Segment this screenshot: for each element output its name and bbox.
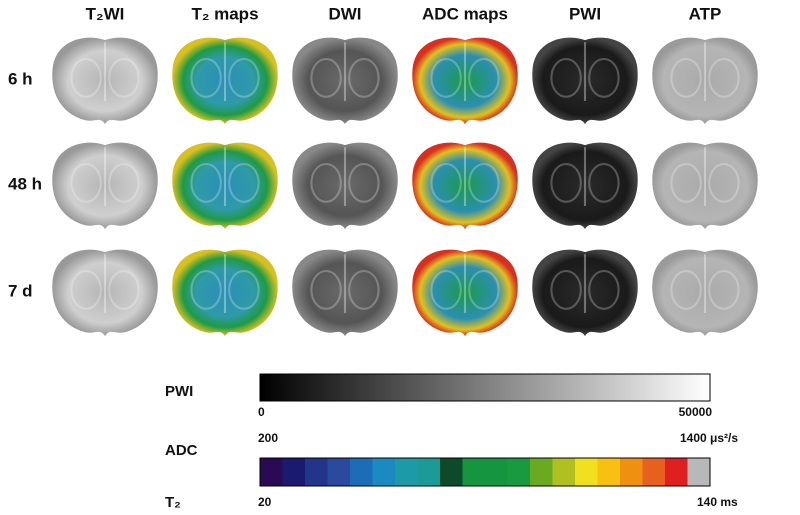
brain-image [172,142,278,230]
brain-ventricle [310,269,342,310]
column-header: ATP [689,4,722,23]
brain-ventricle [468,162,500,203]
brain-image [292,249,398,337]
colorbar-label: T₂ [165,494,181,511]
brain-ventricle [310,162,342,203]
brain-image [652,249,758,337]
colorbar-max: 140 ms [697,495,738,509]
colorbar-segment [417,458,441,486]
colorbar-min: 20 [258,495,272,509]
brain-image [652,142,758,230]
colorbar-segment [462,458,486,486]
brain-image [52,249,158,337]
brain-ventricle [70,57,102,98]
colorbar-segment [665,458,688,486]
colorbar-max: 50000 [679,405,713,419]
column-header: DWI [328,4,361,23]
brain-ventricle [108,57,140,98]
colorbar-segment [327,458,351,486]
brain-ventricle [190,162,222,203]
colorbar-segment [530,458,553,486]
colorbar-segment [372,458,396,486]
brain-ventricle [670,269,702,310]
brain-image [412,37,518,125]
brain-ventricle [708,57,740,98]
column-header: ADC maps [422,4,508,23]
colorbar-max: 1400 μs²/s [680,431,738,445]
brain-ventricle [108,269,140,310]
brain-image [532,37,638,125]
brain-image [172,249,278,337]
brain-ventricle [550,162,582,203]
colorbar-segment [485,458,508,486]
colorbar-label: ADC [165,442,198,459]
colorbar-segment [395,458,418,486]
brain-ventricle [708,162,740,203]
brain-ventricle [228,162,260,203]
brain-ventricle [588,162,620,203]
row-label: 6 h [8,69,33,88]
colorbar-segment [620,458,643,486]
brain-ventricle [550,269,582,310]
brain-ventricle [468,57,500,98]
brain-image [652,37,758,125]
brain-ventricle [228,269,260,310]
colorbar-segment [597,458,621,486]
column-header: T₂WI [86,4,125,23]
brain-image [292,37,398,125]
brain-ventricle [588,57,620,98]
colorbar-segment [687,458,711,486]
brain-image [412,142,518,230]
column-header: T₂ maps [191,4,258,23]
row-label: 7 d [8,281,33,300]
brain-ventricle [70,162,102,203]
colorbar-segment [642,458,666,486]
brain-ventricle [108,162,140,203]
colorbar-segment [350,458,373,486]
brain-image [292,142,398,230]
brain-image [532,142,638,230]
brain-ventricle [588,269,620,310]
colorbar-segment [440,458,463,486]
brain-ventricle [190,269,222,310]
brain-ventricle [708,269,740,310]
color-colorbar [259,457,711,487]
colorbar-segment [575,458,598,486]
colorbar-segment [552,458,576,486]
brain-ventricle [228,57,260,98]
brain-ventricle [550,57,582,98]
colorbar-segment [507,458,531,486]
brain-image [52,142,158,230]
colorbar-min: 200 [258,431,278,445]
brain-image [532,249,638,337]
brain-ventricle [190,57,222,98]
brain-ventricle [670,57,702,98]
column-header: PWI [569,4,601,23]
brain-ventricle [70,269,102,310]
brain-ventricle [348,162,380,203]
colorbar-segment [282,458,306,486]
brain-image [412,249,518,337]
brain-ventricle [670,162,702,203]
brain-ventricle [310,57,342,98]
brain-ventricle [430,162,462,203]
brain-ventricle [348,57,380,98]
brain-ventricle [430,57,462,98]
colorbar-min: 0 [258,405,265,419]
colorbar-segment [260,458,283,486]
brain-ventricle [430,269,462,310]
brain-ventricle [468,269,500,310]
colorbar-segment [305,458,328,486]
brain-ventricle [348,269,380,310]
brain-image [172,37,278,125]
row-label: 48 h [8,174,42,193]
colorbar-label: PWI [165,383,193,400]
colorbar-frame [259,457,711,487]
brain-image [52,37,158,125]
pwi-colorbar [259,373,711,402]
